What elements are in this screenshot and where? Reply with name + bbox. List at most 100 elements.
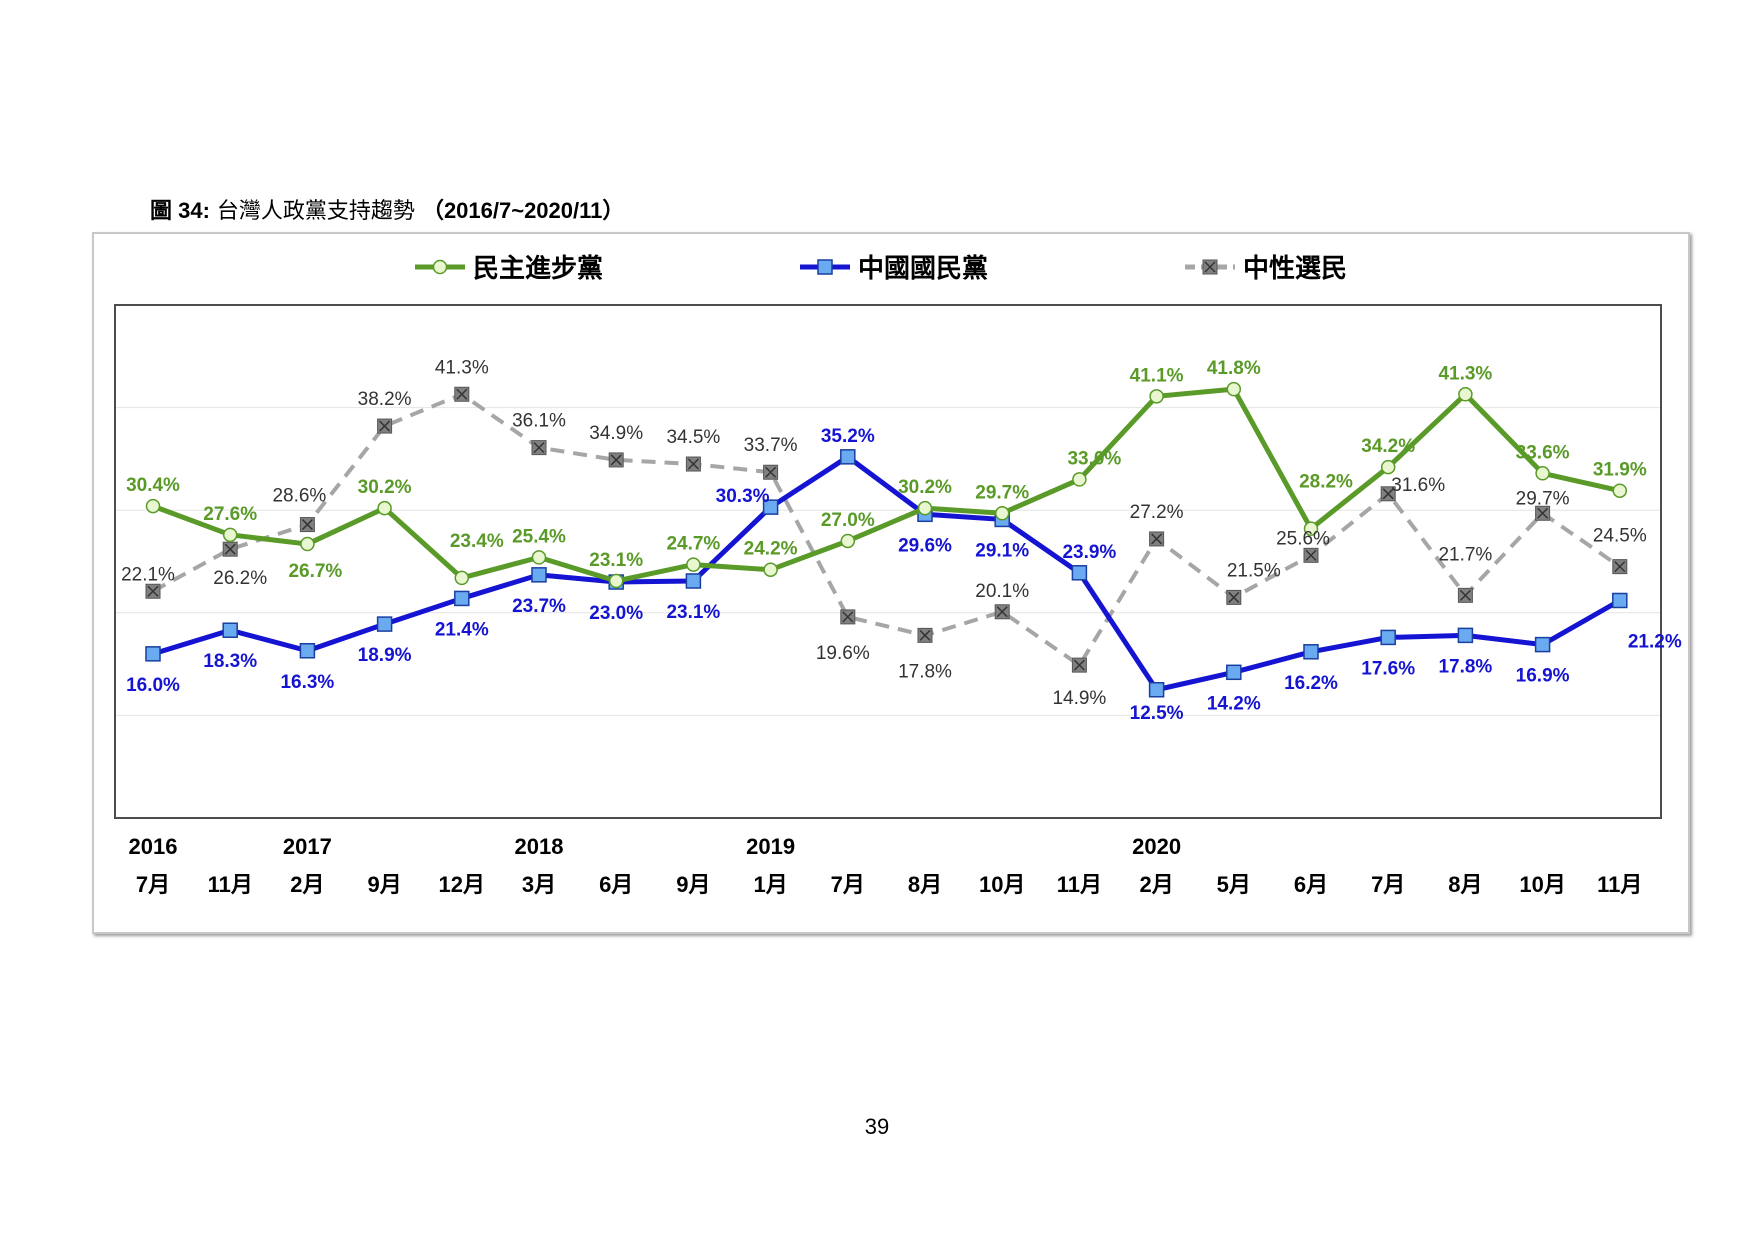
data-label: 22.1% [121, 564, 175, 585]
x-axis: 7月 2016 11月 2月 2017 9月 12月 3月 2018 6月 9月 1月 2019 7月 8月… [129, 834, 1643, 897]
data-label: 35.2% [821, 426, 875, 447]
data-label: 34.2% [1361, 436, 1415, 457]
data-label: 41.3% [1438, 363, 1492, 384]
marker-cross [1305, 549, 1317, 561]
data-point [1149, 531, 1165, 547]
data-point [1457, 627, 1474, 644]
data-point [299, 643, 316, 659]
x-tick-label: 8月 [1448, 872, 1482, 897]
data-label: 23.1% [666, 602, 720, 623]
data-point [1535, 505, 1551, 521]
marker-cross [533, 442, 545, 454]
figure-title: 圖 34: 台灣人政黨支持趨勢 （2016/7~2020/11） [150, 193, 624, 225]
year-label: 2017 [283, 834, 332, 859]
data-label: 16.2% [1284, 673, 1338, 694]
x-tick-label: 9月 [367, 872, 401, 897]
data-label: 30.4% [126, 475, 180, 496]
legend: 民主進步黨 中國國民黨 中性選民 [415, 253, 1347, 283]
data-label: 23.1% [589, 550, 643, 571]
data-point [840, 533, 856, 549]
data-point [1612, 592, 1628, 609]
data-point [145, 583, 161, 599]
data-point [840, 609, 856, 625]
data-label: 29.1% [975, 540, 1029, 561]
data-label: 12.5% [1130, 703, 1184, 724]
legend-marker [817, 259, 833, 275]
x-tick-label: 5月 [1217, 872, 1251, 897]
x-tick-label: 3月 [522, 872, 556, 897]
data-label: 16.0% [126, 675, 180, 696]
marker-cross [1614, 561, 1626, 573]
data-point [1612, 483, 1628, 498]
data-point [531, 550, 547, 565]
marker-cross [224, 543, 236, 555]
x-tick-label: 12月 [439, 872, 485, 897]
data-label: 41.3% [435, 357, 489, 378]
year-label: 2018 [515, 834, 564, 859]
data-point [1380, 629, 1396, 646]
page-number: 39 [864, 1114, 890, 1139]
data-label: 23.0% [589, 603, 643, 624]
data-point [608, 452, 624, 468]
series-line [152, 386, 1621, 584]
data-label: 41.8% [1207, 358, 1261, 379]
x-tick-label: 11月 [1057, 872, 1102, 897]
data-label: 30.3% [716, 486, 770, 507]
data-point [1534, 636, 1551, 653]
data-point [1303, 521, 1319, 536]
data-label: 25.6% [1276, 528, 1330, 549]
data-label: 31.6% [1391, 475, 1445, 496]
data-point [531, 567, 547, 583]
marker-cross [301, 519, 313, 531]
x-tick-label: 11月 [1597, 872, 1642, 897]
legend-label: 民主進步黨 [473, 253, 603, 283]
x-tick-label: 7月 [136, 872, 170, 897]
data-label: 34.9% [589, 423, 643, 444]
data-point [917, 627, 933, 643]
data-point [994, 506, 1010, 521]
data-point [917, 500, 933, 516]
marker-cross [379, 420, 391, 432]
data-point [840, 449, 856, 465]
data-label: 30.2% [358, 477, 412, 498]
data-label: 27.0% [821, 510, 875, 531]
data-point [1457, 587, 1473, 603]
figure-title-text: 台灣人政黨支持趨勢 [216, 199, 415, 224]
data-label: 23.4% [450, 531, 504, 552]
year-label: 2019 [746, 834, 795, 859]
data-point [145, 646, 161, 662]
x-tick-label: 8月 [908, 872, 942, 897]
data-label: 21.5% [1227, 560, 1281, 581]
data-label: 33.7% [744, 435, 798, 456]
data-label: 16.3% [280, 672, 334, 693]
data-point [377, 500, 392, 516]
marker-cross [1204, 261, 1216, 273]
legend-marker [432, 259, 448, 275]
x-tick-label: 11月 [208, 872, 253, 897]
data-point [1149, 389, 1164, 404]
series-neutral [145, 386, 1628, 673]
marker-cross [147, 585, 159, 597]
data-point [1380, 459, 1396, 475]
series-kmt [145, 449, 1628, 698]
figure-date-range: （2016/7~2020/11） [421, 198, 625, 223]
data-point [531, 440, 547, 456]
data-label: 30.2% [898, 477, 952, 498]
data-point [994, 604, 1010, 620]
year-label: 2016 [129, 834, 178, 859]
data-label: 26.7% [288, 561, 342, 582]
marker-cross [765, 466, 777, 478]
line-chart: 民主進步黨 中國國民黨 中性選民 22.1% 26.2% 28.6% 38.2% 41.3%… [114, 253, 1682, 897]
legend-marker [1202, 259, 1218, 275]
series-dpp [145, 381, 1628, 589]
data-label: 34.5% [666, 427, 720, 448]
figure-label: 圖 34: [150, 198, 210, 223]
data-label: 23.7% [512, 596, 566, 617]
data-label: 33.6% [1516, 442, 1570, 463]
legend-label: 中性選民 [1243, 253, 1347, 283]
data-label: 24.5% [1593, 526, 1647, 547]
x-tick-label: 1月 [753, 872, 787, 897]
series-line [152, 454, 1622, 693]
series-layer: 22.1% 26.2% 28.6% 38.2% 41.3% 36.1% 34.9% 34.5%… [121, 357, 1682, 723]
data-point [1380, 486, 1396, 502]
